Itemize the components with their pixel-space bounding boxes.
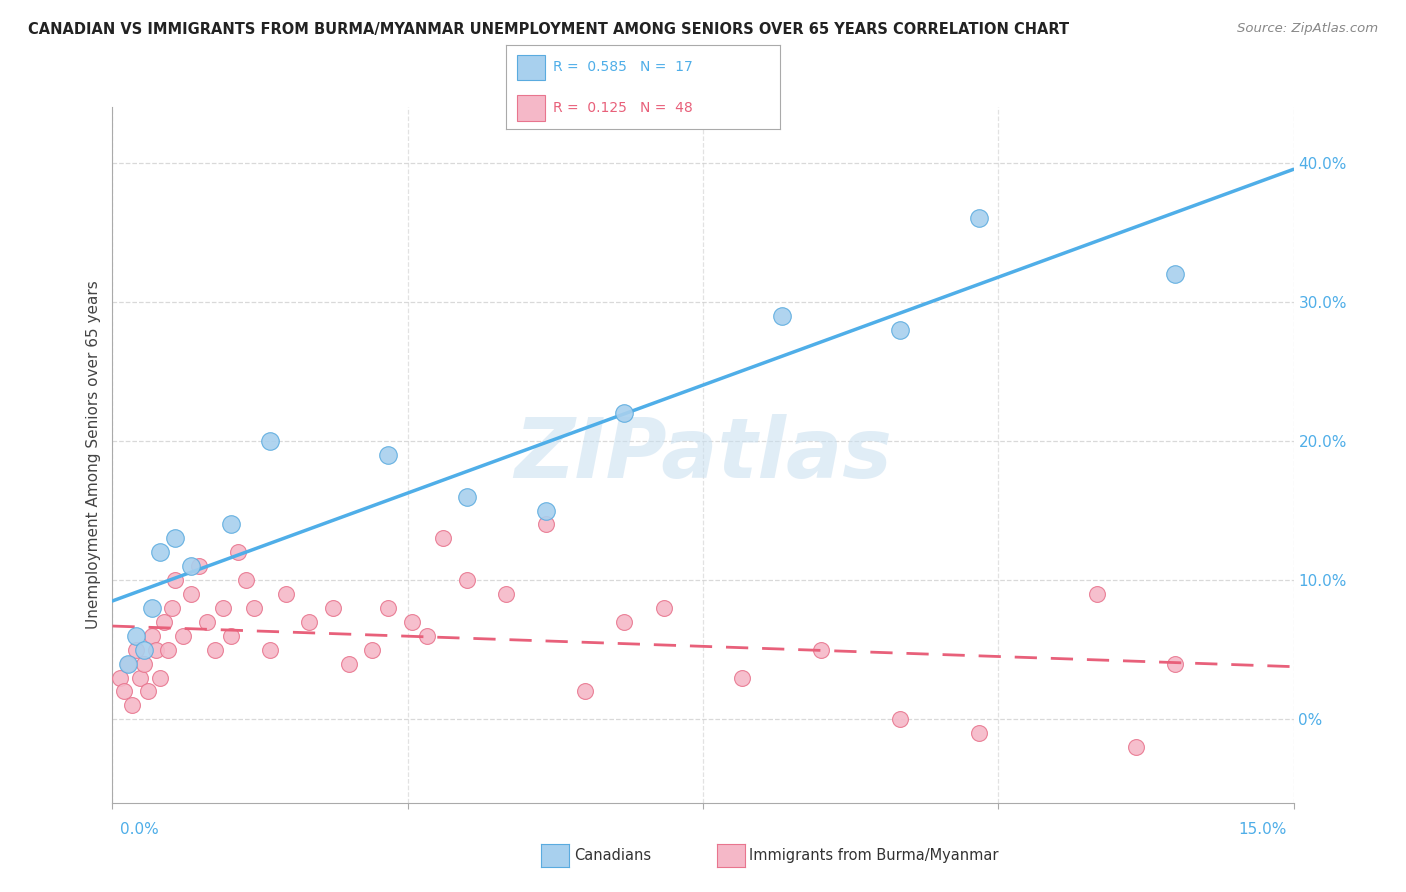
Point [110,671,132,685]
Point [456,573,478,587]
Point [219,517,242,532]
Point [132,642,155,657]
Point [188,559,211,574]
Point [337,657,360,671]
Point [967,211,990,226]
FancyBboxPatch shape [517,54,544,80]
Point [117,657,139,671]
Point [180,559,202,574]
Point [495,587,517,601]
Point [889,712,911,726]
Point [132,657,155,671]
Point [432,532,454,546]
Text: Source: ZipAtlas.com: Source: ZipAtlas.com [1237,22,1378,36]
Text: R =  0.125   N =  48: R = 0.125 N = 48 [553,101,693,115]
Text: 15.0%: 15.0% [1239,822,1286,837]
Point [574,684,596,698]
Point [259,434,281,448]
Point [456,490,478,504]
Point [377,448,399,462]
Point [180,587,202,601]
Text: Canadians: Canadians [574,848,651,863]
Y-axis label: Unemployment Among Seniors over 65 years: Unemployment Among Seniors over 65 years [86,281,101,629]
Point [1125,740,1147,755]
Point [152,615,174,629]
Point [810,642,832,657]
Point [416,629,439,643]
Point [129,671,152,685]
Point [770,309,793,323]
Text: ZIPatlas: ZIPatlas [515,415,891,495]
Point [652,601,675,615]
Point [274,587,297,601]
Point [211,601,233,615]
Point [613,615,636,629]
Point [165,532,187,546]
Point [195,615,218,629]
Point [160,601,183,615]
Point [401,615,423,629]
Point [141,601,163,615]
Point [117,657,139,671]
Point [125,642,148,657]
Text: CANADIAN VS IMMIGRANTS FROM BURMA/MYANMAR UNEMPLOYMENT AMONG SENIORS OVER 65 YEA: CANADIAN VS IMMIGRANTS FROM BURMA/MYANMA… [28,22,1069,37]
Point [1164,657,1187,671]
Point [1085,587,1108,601]
Text: Immigrants from Burma/Myanmar: Immigrants from Burma/Myanmar [749,848,998,863]
Point [361,642,384,657]
Point [1164,267,1187,281]
Point [322,601,344,615]
Point [141,629,163,643]
Text: 0.0%: 0.0% [120,822,159,837]
Point [172,629,194,643]
Point [145,642,167,657]
Point [112,684,135,698]
Point [235,573,257,587]
Point [136,684,159,698]
Point [377,601,399,615]
Point [243,601,266,615]
Point [219,629,242,643]
Point [259,642,281,657]
Point [149,545,172,559]
Point [889,323,911,337]
Point [165,573,187,587]
Point [156,642,179,657]
Point [967,726,990,740]
Point [613,406,636,420]
Text: R =  0.585   N =  17: R = 0.585 N = 17 [553,61,693,74]
FancyBboxPatch shape [517,95,544,120]
Point [125,629,148,643]
Point [298,615,321,629]
Point [228,545,250,559]
Point [731,671,754,685]
Point [121,698,143,713]
Point [149,671,172,685]
Point [534,503,557,517]
Point [204,642,226,657]
Point [534,517,557,532]
